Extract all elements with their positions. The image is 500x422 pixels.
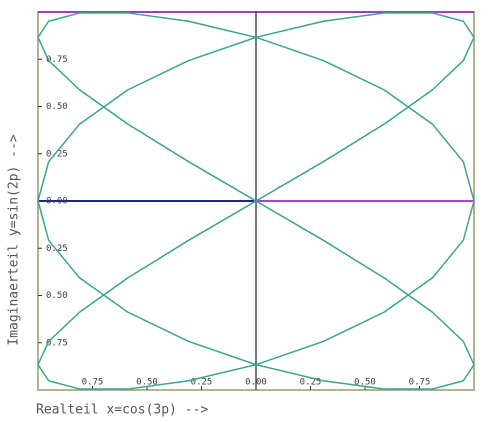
- x-tick-label: 0.50: [354, 378, 376, 388]
- x-tick-label: 0.00: [245, 378, 267, 388]
- curve: [37, 12, 475, 390]
- y-tick-label: 0.25: [46, 244, 68, 254]
- y-tick-label: 0.50: [46, 291, 68, 301]
- y-tick-label: 0.25: [46, 149, 68, 159]
- x-tick-label: 0.50: [136, 378, 158, 388]
- y-tick-label: 0.75: [46, 338, 68, 348]
- y-tick-label: 0.75: [46, 55, 68, 65]
- y-tick-label: 0.50: [46, 102, 68, 112]
- y-tick-label: 0.00: [46, 197, 68, 207]
- x-axis-label: Realteil x=cos(3p) -->: [36, 403, 208, 418]
- x-tick-label: 0.75: [82, 378, 104, 388]
- x-tick-label: 0.25: [191, 378, 213, 388]
- y-axis-label: Imaginaerteil y=sin(2p) -->: [7, 134, 22, 345]
- x-tick-label: 0.25: [300, 378, 322, 388]
- x-tick-label: 0.75: [409, 378, 431, 388]
